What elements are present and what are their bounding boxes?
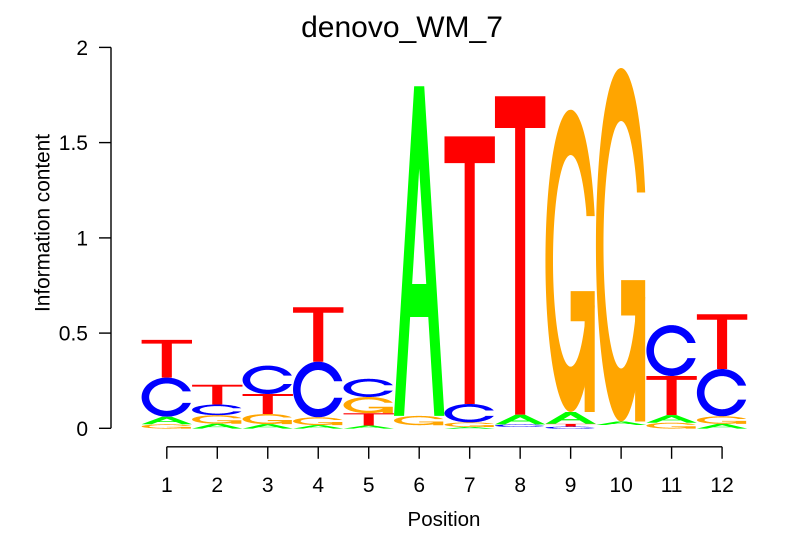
svg-text:2: 2 <box>211 474 223 497</box>
svg-text:3: 3 <box>262 474 274 497</box>
svg-text:11: 11 <box>661 474 683 497</box>
svg-text:1: 1 <box>76 227 88 250</box>
svg-text:0: 0 <box>76 418 88 441</box>
svg-text:0.5: 0.5 <box>59 323 88 346</box>
svg-text:Position: Position <box>408 508 481 531</box>
svg-text:1.5: 1.5 <box>59 132 88 155</box>
svg-text:9: 9 <box>565 474 577 497</box>
svg-text:12: 12 <box>710 474 733 497</box>
svg-text:6: 6 <box>413 474 425 497</box>
svg-text:4: 4 <box>312 474 324 497</box>
svg-text:Information content: Information content <box>32 134 55 312</box>
svg-text:1: 1 <box>161 474 173 497</box>
svg-text:8: 8 <box>514 474 526 497</box>
svg-text:denovo_WM_7: denovo_WM_7 <box>301 11 503 44</box>
svg-text:7: 7 <box>464 474 476 497</box>
svg-text:10: 10 <box>609 474 632 497</box>
svg-text:2: 2 <box>76 37 88 60</box>
svg-text:5: 5 <box>363 474 375 497</box>
